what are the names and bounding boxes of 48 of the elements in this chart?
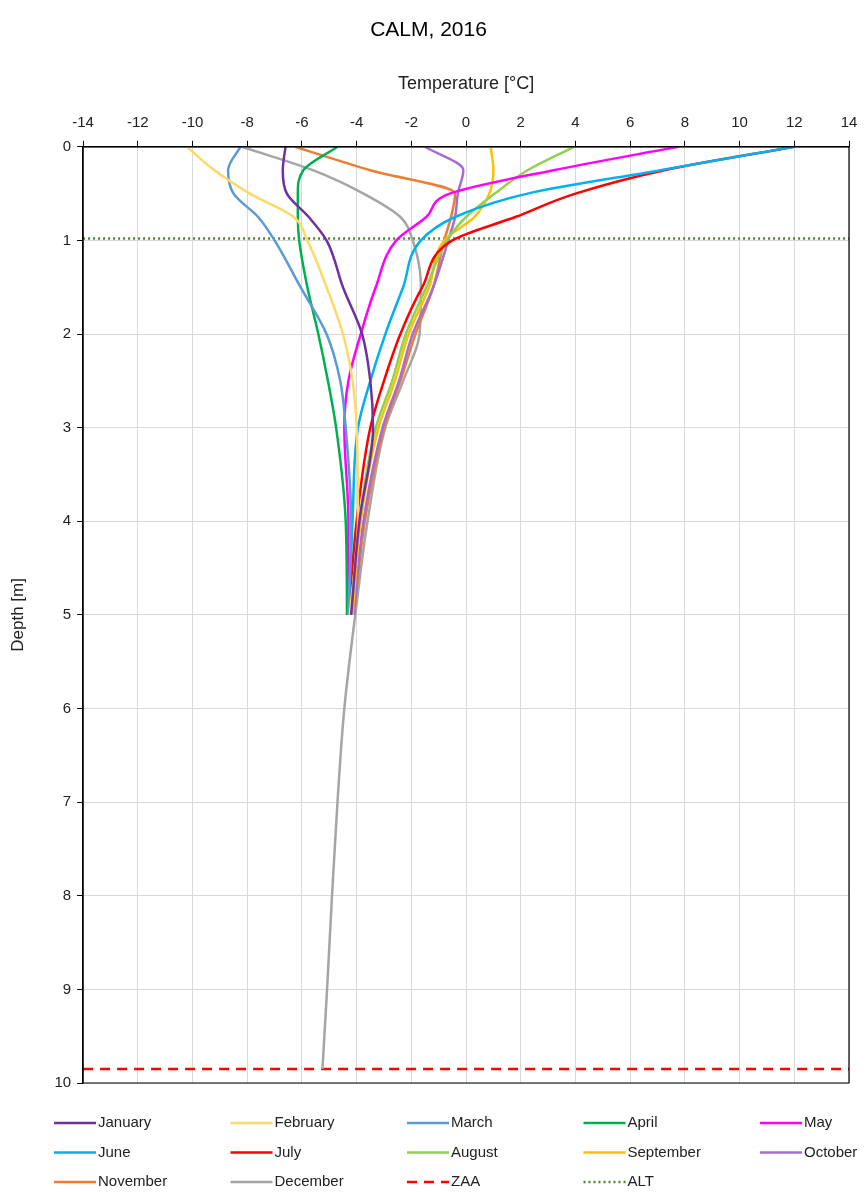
legend-label: ALT: [627, 1172, 654, 1190]
y-tick-label: 0: [62, 136, 72, 154]
y-tick-label: 6: [62, 698, 72, 716]
x-tick-label: 14: [840, 112, 858, 130]
x-tick-label: 4: [571, 112, 580, 130]
legend-label: ZAA: [451, 1172, 481, 1190]
legend-label: October: [804, 1142, 858, 1160]
chart-title: CALM, 2016: [370, 17, 487, 41]
x-tick-label: -6: [295, 112, 309, 130]
legend-label: December: [274, 1172, 344, 1190]
line-series: [352, 146, 465, 617]
legend-label: November: [98, 1172, 168, 1190]
x-axis-title: Temperature [°C]: [397, 72, 535, 93]
line-series: [281, 146, 375, 617]
y-tick-label: 1: [62, 230, 72, 248]
y-tick-label: 7: [62, 792, 72, 810]
x-tick-label: 10: [731, 112, 748, 130]
legend-label: February: [274, 1113, 336, 1131]
line-series: [240, 146, 423, 1071]
x-tick-label: -2: [404, 112, 419, 130]
legend-label: May: [804, 1113, 833, 1131]
y-tick-label: 4: [62, 511, 72, 529]
legend-label: March: [451, 1113, 493, 1131]
legend-label: July: [274, 1142, 302, 1160]
y-tick-label: 8: [62, 885, 72, 903]
y-axis-title: Depth [m]: [7, 578, 27, 652]
x-tick-label: 8: [680, 112, 690, 130]
x-tick-label: -4: [349, 112, 364, 130]
x-tick-label: -8: [240, 112, 254, 130]
x-tick-label: -12: [126, 112, 149, 130]
y-tick-label: 10: [54, 1073, 72, 1091]
y-tick-label: 2: [62, 324, 72, 342]
x-tick-label: 12: [785, 112, 803, 130]
legend-label: September: [627, 1142, 701, 1160]
x-tick-label: 6: [626, 112, 635, 130]
y-tick-label: 3: [62, 417, 72, 435]
line-series: [296, 146, 349, 617]
legend-label: April: [627, 1113, 658, 1131]
y-tick-label: 5: [62, 605, 72, 623]
line-series: [226, 146, 353, 617]
y-tick-label: 9: [62, 979, 72, 997]
legend-label: August: [451, 1142, 499, 1160]
legend-label: June: [98, 1142, 131, 1160]
x-tick-label: 0: [461, 112, 471, 130]
x-tick-label: -14: [72, 112, 94, 130]
legend-label: January: [98, 1113, 152, 1131]
x-tick-label: 2: [516, 112, 525, 130]
x-tick-label: -10: [181, 112, 204, 130]
